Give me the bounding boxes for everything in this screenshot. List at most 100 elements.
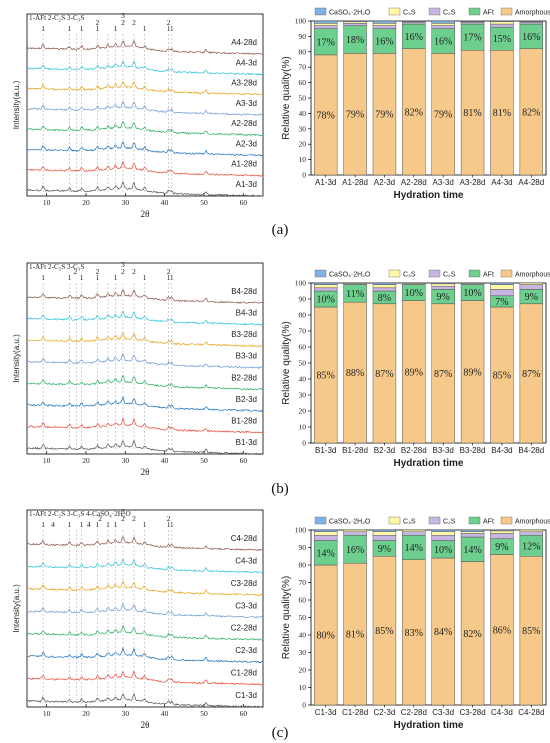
- bar-xlabel: Hydration time: [393, 720, 463, 731]
- xrd-xtick-label: 30: [122, 198, 130, 207]
- bar-ytick-label: 50: [299, 613, 307, 622]
- bar-ytick-label: 50: [299, 94, 307, 103]
- xrd-pattern: [26, 439, 264, 456]
- bar-category-label: B1-28d: [342, 446, 368, 455]
- xrd-peak-label: 1: [170, 273, 174, 282]
- bar-amorphous-label: 79%: [346, 110, 364, 121]
- xrd-ylabel: Intensity(a.u.): [12, 334, 21, 383]
- bar-amorphous-label: 80%: [317, 631, 335, 642]
- bar-gypsum: [313, 282, 338, 285]
- bar-legend-label: CaSO₄·2H₂O: [329, 272, 371, 279]
- bar-amorphous-label: 89%: [463, 367, 481, 378]
- bar-amorphous-label: 81%: [346, 630, 364, 641]
- bar-category-label: C4-28d: [518, 708, 544, 717]
- xrd-pattern-label: B4-3d: [236, 309, 257, 318]
- bar-ytick-label: 80: [299, 311, 307, 320]
- bar-c2s: [402, 531, 426, 536]
- bar-aft-label: 17%: [463, 33, 481, 44]
- bar-ytick-label: 100: [295, 279, 307, 288]
- xrd-peak-label: 1: [96, 24, 100, 33]
- xrd-peak-label: 3: [121, 11, 125, 20]
- xrd-peak-label: 2: [167, 267, 171, 276]
- bar-legend-label: CaSO₄·2H₂O: [329, 519, 371, 526]
- bar-c2s: [431, 535, 455, 541]
- bar-amorphous-label: 88%: [346, 368, 364, 379]
- xrd-pattern: [26, 310, 264, 326]
- xrd-pattern: [26, 580, 264, 596]
- xrd-pattern: [26, 646, 264, 664]
- bar-ytick-label: 50: [299, 359, 307, 368]
- bar-legend-swatch: [388, 7, 401, 16]
- bar-c3s: [313, 284, 338, 289]
- bar-category-label: C3-3d: [432, 708, 454, 717]
- bar-c2s: [343, 531, 367, 536]
- bar-gypsum: [490, 20, 514, 23]
- xrd-ylabel: Intensity(a.u.): [12, 80, 21, 129]
- bar-gypsum: [519, 20, 544, 23]
- bar-aft-label: 10%: [405, 288, 423, 299]
- xrd-xtick-label: 30: [122, 456, 130, 465]
- bar-amorphous-label: 86%: [493, 625, 511, 636]
- bar-c2s: [313, 535, 338, 541]
- bar-amorphous-label: 81%: [493, 108, 511, 119]
- bar-c2s: [431, 25, 455, 29]
- xrd-peak-label: 2: [167, 18, 171, 27]
- xrd-xtick-label: 40: [161, 198, 169, 207]
- xrd-peak-label: 1: [170, 520, 174, 529]
- bar-amorphous-label: 81%: [463, 108, 481, 119]
- bar-xlabel: Hydration time: [393, 190, 463, 201]
- xrd-pattern: [26, 692, 264, 709]
- bar-aft-label: 10%: [463, 288, 481, 299]
- bar-c3s: [460, 531, 485, 534]
- xrd-peak-label: 2: [98, 514, 102, 523]
- bar-gypsum: [313, 529, 338, 532]
- bar-ytick-label: 70: [299, 327, 307, 336]
- xrd-pattern-label: C1-3d: [235, 691, 257, 700]
- xrd-peak-label: 1: [170, 24, 174, 33]
- xrd-pattern: [26, 180, 264, 197]
- xrd-pattern: [26, 60, 264, 76]
- bar-ytick-label: 30: [299, 648, 307, 657]
- bar-c3s: [313, 531, 338, 536]
- bar-category-label: B3-3d: [433, 446, 454, 455]
- xrd-peak-label: 2: [74, 267, 78, 276]
- bar-aft-label: 7%: [495, 297, 508, 308]
- xrd-pattern: [26, 100, 264, 117]
- bar-ytick-label: 0: [302, 701, 306, 710]
- xrd-pattern-label: C3-28d: [231, 579, 257, 588]
- xrd-xtick-label: 20: [82, 198, 90, 207]
- bar-category-label: A3-3d: [433, 178, 454, 187]
- bar-amorphous-label: 79%: [434, 110, 452, 121]
- bar-ytick-label: 30: [299, 391, 307, 400]
- bar-aft-label: 16%: [522, 32, 540, 43]
- xrd-peak-label: 1: [68, 273, 72, 282]
- bar-aft-label: 8%: [378, 293, 391, 304]
- bar-gypsum: [460, 20, 485, 23]
- xrd-xtick-label: 20: [82, 456, 90, 465]
- bar-aft-label: 9%: [495, 542, 508, 553]
- xrd-peak-label: 1: [143, 24, 147, 33]
- bar-category-label: C2-28d: [401, 708, 427, 717]
- bar-legend-swatch: [500, 7, 513, 16]
- xrd-pattern-label: A1-28d: [231, 160, 257, 169]
- bar-aft-label: 15%: [493, 34, 511, 45]
- xrd-pattern: [26, 558, 264, 574]
- bar-c2s: [460, 533, 485, 538]
- bar-c3s: [519, 282, 544, 285]
- bar-legend-swatch: [428, 516, 441, 525]
- bar-ytick-label: 80: [299, 47, 307, 56]
- bar-aft-label: 10%: [317, 295, 335, 306]
- xrd-frame: [26, 13, 264, 197]
- xrd-peak-label: 2: [132, 18, 136, 27]
- xrd-pattern-label: B1-28d: [231, 416, 257, 425]
- xrd-pattern-label: C3-3d: [235, 601, 257, 610]
- bar-c3s: [343, 529, 367, 532]
- xrd-peak-label: 1: [167, 273, 171, 282]
- bar-c2s: [490, 289, 514, 297]
- bar-amorphous-label: 85%: [375, 626, 393, 637]
- bar-amorphous-label: 82%: [522, 107, 540, 118]
- bar-amorphous-label: 87%: [522, 369, 540, 380]
- bar-ytick-label: 100: [295, 17, 307, 26]
- xrd-xtick-label: 10: [43, 198, 51, 207]
